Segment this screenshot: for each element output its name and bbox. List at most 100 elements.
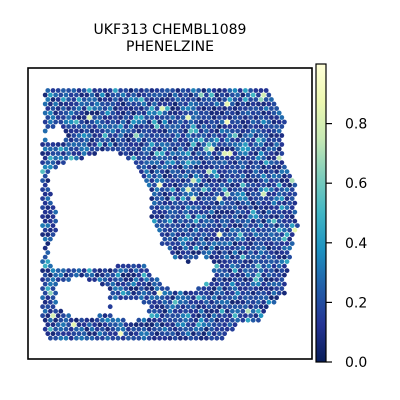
- tissue-spot: [155, 97, 160, 102]
- tissue-spot: [110, 102, 115, 107]
- tissue-spot: [116, 129, 121, 134]
- tissue-spot: [279, 205, 284, 210]
- tissue-spot: [272, 183, 277, 188]
- tissue-spot: [282, 264, 287, 269]
- tissue-spot: [222, 160, 227, 165]
- tissue-spot: [240, 237, 245, 242]
- tissue-spot: [45, 286, 50, 291]
- tissue-spot: [233, 250, 238, 255]
- tissue-spot: [134, 268, 139, 273]
- tissue-spot: [170, 250, 175, 255]
- tissue-spot: [160, 133, 165, 138]
- tissue-spot: [194, 129, 199, 134]
- tissue-spot: [269, 133, 274, 138]
- tissue-spot: [246, 174, 251, 179]
- tissue-spot: [149, 124, 154, 129]
- tissue-spot: [274, 205, 279, 210]
- tissue-spot: [136, 336, 141, 341]
- tissue-spot: [243, 250, 248, 255]
- tissue-spot: [147, 336, 152, 341]
- tissue-spot: [136, 120, 141, 125]
- tissue-spot: [147, 120, 152, 125]
- tissue-spot: [144, 277, 149, 282]
- tissue-spot: [149, 106, 154, 111]
- tissue-spot: [243, 277, 248, 282]
- tissue-spot: [92, 133, 97, 138]
- tissue-spot: [142, 300, 147, 305]
- tissue-spot: [243, 268, 248, 273]
- tissue-spot: [165, 295, 170, 300]
- tissue-spot: [149, 205, 154, 210]
- tissue-spot: [230, 237, 235, 242]
- tissue-spot: [235, 156, 240, 161]
- tissue-spot: [95, 129, 100, 134]
- tissue-spot: [170, 322, 175, 327]
- tissue-spot: [84, 273, 89, 278]
- tissue-spot: [56, 88, 61, 93]
- tissue-spot: [152, 210, 157, 215]
- tissue-spot: [178, 192, 183, 197]
- tissue-spot: [269, 268, 274, 273]
- tissue-spot: [246, 273, 251, 278]
- tissue-spot: [279, 178, 284, 183]
- tissue-spot: [194, 192, 199, 197]
- tissue-spot: [186, 232, 191, 237]
- tissue-spot: [251, 156, 256, 161]
- tissue-spot: [160, 241, 165, 246]
- tissue-spot: [181, 331, 186, 336]
- tissue-spot: [74, 273, 79, 278]
- tissue-spot: [168, 147, 173, 152]
- tissue-spot: [181, 124, 186, 129]
- tissue-spot: [71, 142, 76, 147]
- tissue-spot: [269, 214, 274, 219]
- tissue-spot: [207, 295, 212, 300]
- tissue-spot: [256, 219, 261, 224]
- tissue-spot: [194, 147, 199, 152]
- tissue-spot: [139, 295, 144, 300]
- tissue-spot: [277, 147, 282, 152]
- tissue-spot: [238, 124, 243, 129]
- tissue-spot: [243, 295, 248, 300]
- tissue-spot: [183, 192, 188, 197]
- tissue-spot: [175, 187, 180, 192]
- tissue-spot: [56, 115, 61, 120]
- tissue-spot: [84, 138, 89, 143]
- tissue-spot: [214, 147, 219, 152]
- tissue-spot: [246, 255, 251, 260]
- tissue-spot: [110, 318, 115, 323]
- tissue-spot: [196, 178, 201, 183]
- tissue-spot: [235, 102, 240, 107]
- tissue-spot: [157, 93, 162, 98]
- tissue-spot: [199, 327, 204, 332]
- tissue-spot: [48, 291, 53, 296]
- tissue-spot: [152, 336, 157, 341]
- tissue-spot: [272, 255, 277, 260]
- tissue-spot: [272, 237, 277, 242]
- tissue-spot: [259, 259, 264, 264]
- tissue-spot: [269, 277, 274, 282]
- tissue-spot: [277, 201, 282, 206]
- tissue-spot: [123, 133, 128, 138]
- tissue-spot: [175, 232, 180, 237]
- tissue-spot: [162, 300, 167, 305]
- tissue-spot: [139, 286, 144, 291]
- tissue-spot: [45, 88, 50, 93]
- tissue-spot: [79, 336, 84, 341]
- tissue-spot: [227, 250, 232, 255]
- tissue-spot: [225, 318, 230, 323]
- tissue-spot: [251, 246, 256, 251]
- tissue-spot: [108, 88, 113, 93]
- tissue-spot: [209, 255, 214, 260]
- tissue-spot: [168, 318, 173, 323]
- tissue-spot: [131, 327, 136, 332]
- tissue-spot: [168, 120, 173, 125]
- tissue-spot: [168, 309, 173, 314]
- tissue-spot: [227, 115, 232, 120]
- tissue-spot: [290, 205, 295, 210]
- tissue-spot: [139, 322, 144, 327]
- tissue-spot: [105, 273, 110, 278]
- tissue-spot: [256, 246, 261, 251]
- tissue-spot: [113, 115, 118, 120]
- tissue-spot: [178, 102, 183, 107]
- tissue-spot: [87, 322, 92, 327]
